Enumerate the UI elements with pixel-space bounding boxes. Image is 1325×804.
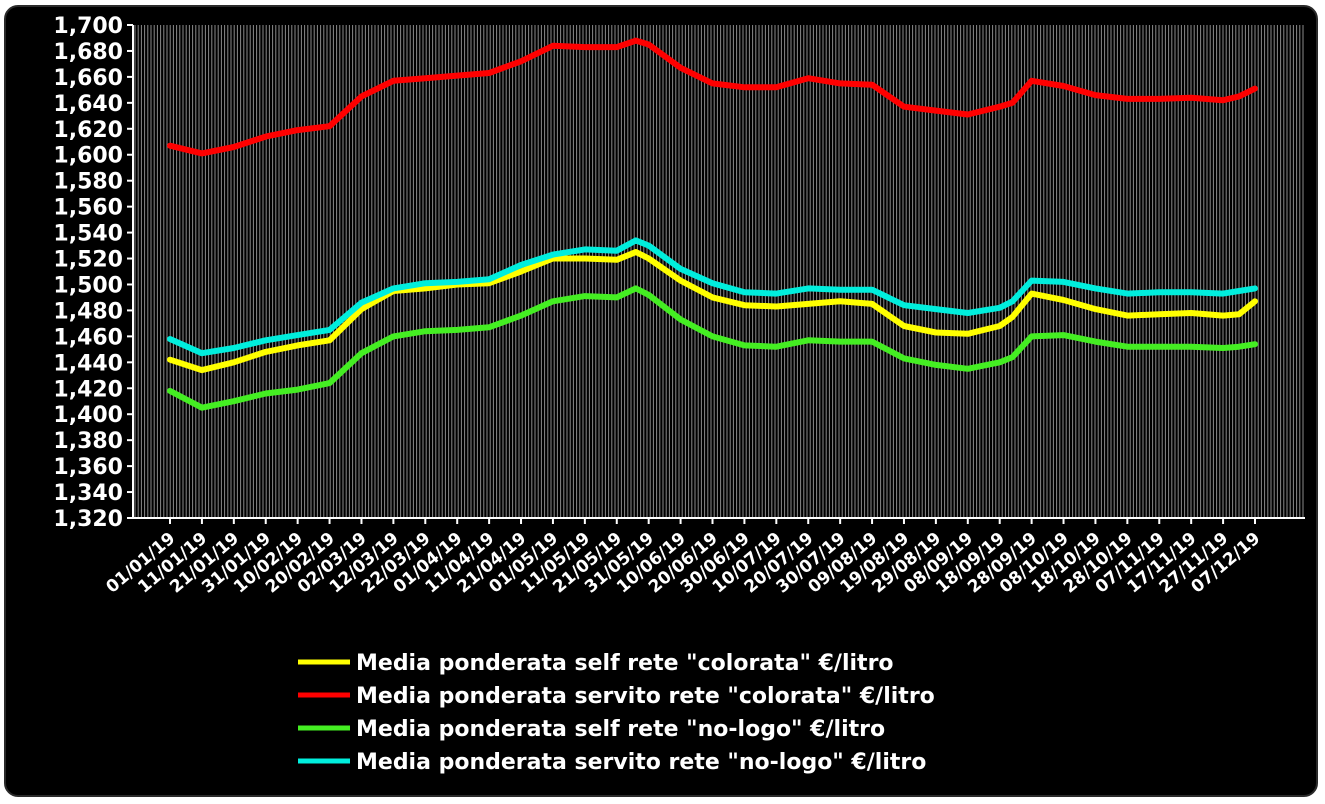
x-tick-labels: 01/01/1911/01/1921/01/1931/01/1910/02/19… xyxy=(102,529,1264,598)
y-tick-label: 1,700 xyxy=(53,14,123,39)
y-tick-label: 1,480 xyxy=(53,299,123,324)
series-line-2 xyxy=(167,37,1258,157)
y-tick-label: 1,600 xyxy=(53,144,123,169)
axes xyxy=(127,24,1305,524)
legend-label: Media ponderata self rete "no-logo" €/li… xyxy=(356,717,885,742)
series-line-4 xyxy=(167,237,1258,357)
y-tick-label: 1,320 xyxy=(53,507,123,532)
y-tick-label: 1,500 xyxy=(53,273,123,298)
y-tick-label: 1,540 xyxy=(53,222,123,247)
y-tick-label: 1,440 xyxy=(53,351,123,376)
y-tick-labels: 1,3201,3401,3601,3801,4001,4201,4401,460… xyxy=(53,14,123,532)
y-tick-label: 1,360 xyxy=(53,455,123,480)
y-tick-label: 1,620 xyxy=(53,118,123,143)
y-tick-label: 1,420 xyxy=(53,377,123,402)
series-line-3 xyxy=(167,285,1258,411)
y-tick-label: 1,660 xyxy=(53,66,123,91)
y-tick-label: 1,460 xyxy=(53,325,123,350)
y-tick-label: 1,340 xyxy=(53,481,123,506)
y-tick-label: 1,640 xyxy=(53,92,123,117)
legend: Media ponderata self rete "colorata" €/l… xyxy=(298,651,935,775)
legend-label: Media ponderata servito rete "colorata" … xyxy=(356,684,935,709)
legend-label: Media ponderata servito rete "no-logo" €… xyxy=(356,750,926,775)
y-tick-label: 1,400 xyxy=(53,403,123,428)
legend-label: Media ponderata self rete "colorata" €/l… xyxy=(356,651,894,676)
y-tick-label: 1,680 xyxy=(53,40,123,65)
y-tick-label: 1,580 xyxy=(53,170,123,195)
series-line-1 xyxy=(167,249,1258,374)
y-tick-label: 1,520 xyxy=(53,248,123,273)
y-tick-label: 1,380 xyxy=(53,429,123,454)
series-lines xyxy=(167,37,1258,411)
y-tick-label: 1,560 xyxy=(53,196,123,221)
